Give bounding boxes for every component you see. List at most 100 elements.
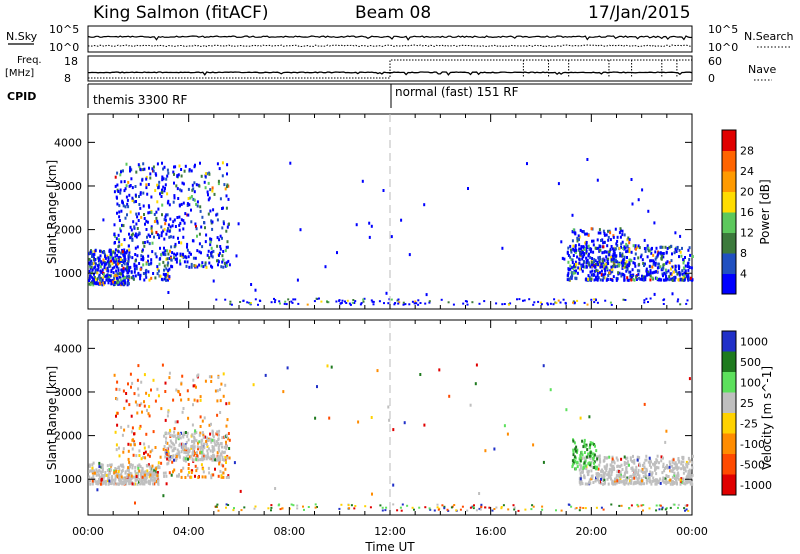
- range-gate-cell: [264, 373, 267, 377]
- range-gate-cell: [672, 278, 674, 282]
- range-gate-cell: [101, 250, 104, 254]
- range-gate-cell: [572, 453, 575, 457]
- range-gate-cell: [89, 264, 92, 268]
- range-gate-cell: [448, 394, 451, 398]
- range-gate-cell: [665, 482, 668, 486]
- range-gate-cell: [220, 265, 223, 269]
- range-gate-cell: [646, 255, 649, 259]
- range-gate-cell: [155, 210, 158, 214]
- range-gate-cell: [103, 260, 106, 264]
- range-gate-cell: [144, 450, 147, 454]
- range-gate-cell: [159, 455, 162, 459]
- range-gate-cell: [274, 299, 277, 302]
- range-gate-cell: [601, 259, 604, 263]
- range-gate-cell: [207, 249, 210, 253]
- range-gate-cell: [604, 299, 607, 302]
- range-gate-cell: [642, 509, 644, 512]
- range-gate-cell: [153, 473, 156, 477]
- range-gate-cell: [94, 265, 97, 269]
- range-gate-cell: [128, 184, 131, 188]
- range-gate-cell: [211, 447, 214, 451]
- range-gate-cell: [113, 265, 116, 269]
- range-gate-cell: [144, 470, 147, 474]
- range-gate-cell: [204, 435, 207, 439]
- range-gate-cell: [129, 225, 132, 229]
- range-gate-cell: [114, 184, 117, 188]
- range-gate-cell: [622, 298, 625, 301]
- freq-label: Freq.: [17, 55, 42, 66]
- range-gate-cell: [573, 263, 576, 267]
- range-gate-cell: [192, 458, 195, 462]
- range-gate-cell: [466, 509, 469, 512]
- range-gate-cell: [379, 504, 382, 507]
- range-gate-cell: [582, 260, 585, 263]
- range-gate-cell: [614, 482, 617, 486]
- range-gate-cell: [209, 237, 212, 241]
- range-gate-cell: [639, 464, 642, 468]
- range-gate-cell: [161, 251, 164, 255]
- range-gate-cell: [561, 256, 564, 260]
- range-gate-cell: [107, 473, 110, 477]
- range-gate-cell: [672, 270, 675, 274]
- range-gate-cell: [155, 471, 158, 475]
- range-gate-cell: [156, 265, 159, 269]
- range-gate-cell: [623, 480, 626, 484]
- range-gate-cell: [472, 507, 475, 510]
- range-gate-cell: [654, 461, 656, 465]
- range-gate-cell: [613, 480, 616, 484]
- range-gate-cell: [603, 240, 606, 244]
- range-gate-cell: [623, 455, 626, 459]
- range-gate-cell: [677, 477, 680, 481]
- range-gate-cell: [584, 459, 587, 463]
- range-gate-cell: [649, 278, 652, 282]
- range-gate-cell: [428, 507, 431, 510]
- range-gate-cell: [144, 222, 146, 226]
- range-gate-cell: [118, 255, 121, 259]
- range-gate-cell: [626, 244, 629, 248]
- range-gate-cell: [175, 257, 178, 261]
- range-gate-cell: [164, 450, 167, 454]
- range-gate-cell: [273, 297, 275, 300]
- range-gate-cell: [185, 264, 188, 268]
- range-gate-cell: [180, 450, 183, 454]
- range-gate-cell: [353, 302, 356, 304]
- range-gate-cell: [136, 472, 139, 476]
- range-gate-cell: [572, 271, 575, 275]
- range-gate-cell: [206, 253, 209, 257]
- range-gate-cell: [623, 473, 626, 477]
- range-gate-cell: [104, 482, 107, 486]
- range-gate-cell: [495, 506, 498, 509]
- range-gate-cell: [619, 475, 622, 479]
- range-gate-cell: [655, 270, 658, 274]
- range-gate-cell: [90, 476, 93, 480]
- colorbar-tick-label: 25: [740, 397, 754, 410]
- range-gate-cell: [447, 509, 450, 512]
- range-gate-cell: [188, 450, 191, 453]
- range-gate-cell: [208, 256, 211, 260]
- range-gate-cell: [155, 173, 158, 177]
- range-gate-cell: [606, 278, 609, 281]
- range-gate-cell: [187, 453, 190, 456]
- range-gate-cell: [578, 457, 581, 461]
- range-gate-cell: [157, 184, 160, 188]
- range-gate-cell: [642, 262, 645, 265]
- range-gate-cell: [349, 303, 352, 306]
- range-gate-cell: [574, 245, 577, 249]
- range-gate-cell: [180, 174, 183, 178]
- range-gate-cell: [132, 475, 135, 479]
- range-gate-cell: [195, 227, 198, 231]
- range-gate-cell: [110, 259, 113, 263]
- range-gate-cell: [213, 439, 216, 443]
- range-gate-cell: [151, 250, 154, 254]
- range-gate-cell: [633, 458, 636, 462]
- range-gate-cell: [147, 204, 150, 208]
- range-gate-cell: [580, 464, 582, 468]
- range-gate-cell: [177, 389, 180, 393]
- range-gate-cell: [180, 168, 183, 171]
- range-gate-cell: [209, 243, 212, 247]
- y-tick-label: 3000: [54, 386, 82, 399]
- range-gate-cell: [610, 258, 613, 262]
- range-gate-cell: [109, 468, 112, 472]
- range-gate-cell: [176, 187, 179, 191]
